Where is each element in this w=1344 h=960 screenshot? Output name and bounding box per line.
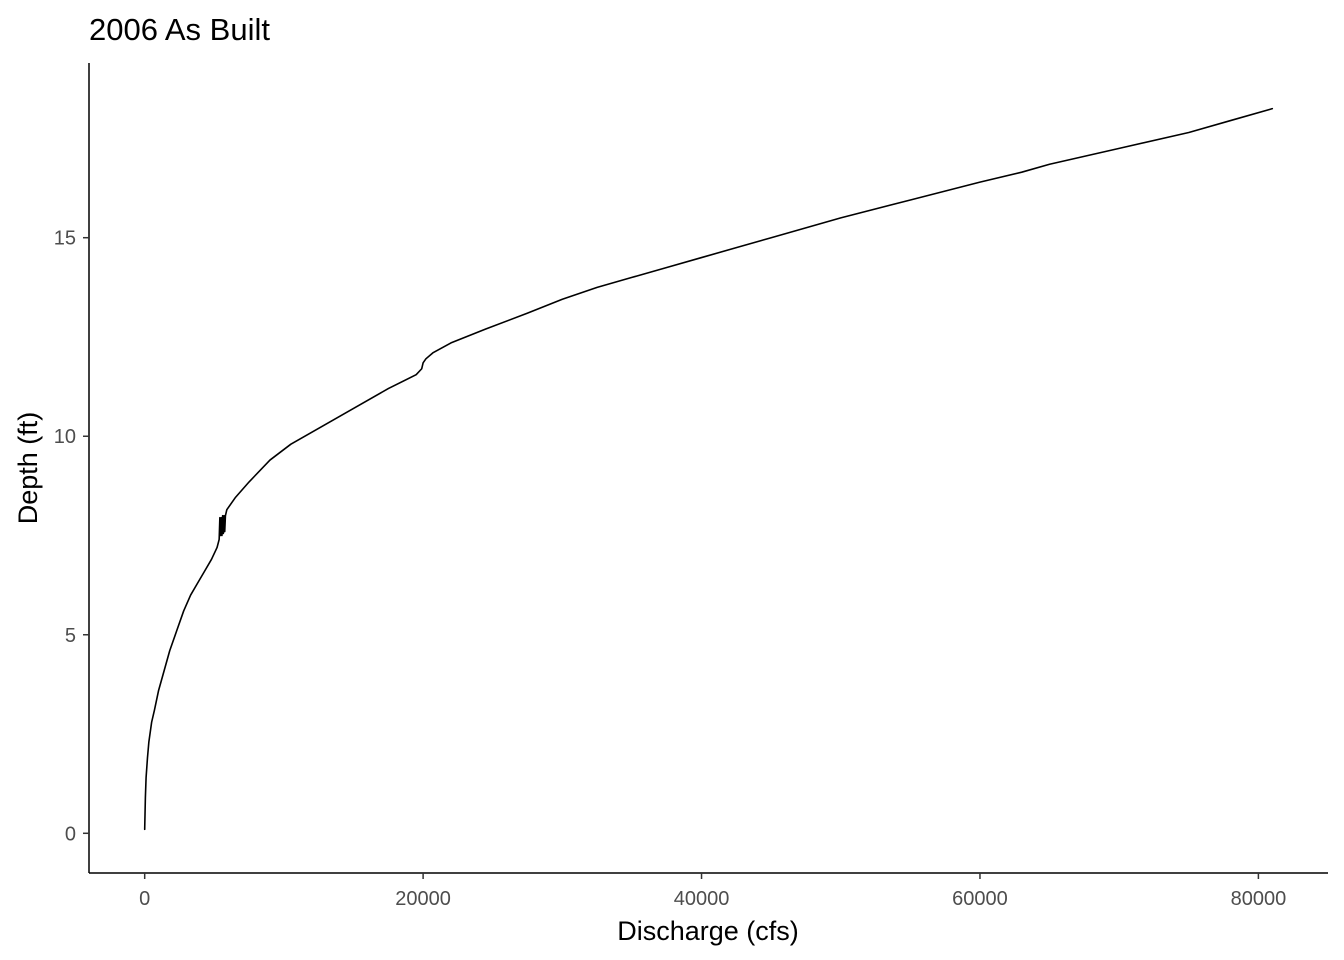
x-ticks: 0 20000 40000 60000 80000 — [139, 873, 1286, 910]
x-tick-label: 40000 — [674, 888, 730, 910]
chart-title: 2006 As Built — [89, 12, 270, 47]
axes — [88, 63, 1328, 874]
x-tick-label: 60000 — [952, 888, 1008, 910]
series-line — [143, 107, 1274, 831]
y-ticks: 0 5 10 15 — [54, 228, 89, 845]
series-layer — [143, 107, 1274, 831]
x-axis-title: Discharge (cfs) — [617, 916, 799, 946]
y-tick-label: 10 — [54, 426, 76, 448]
x-tick-label: 0 — [139, 888, 150, 910]
y-tick-label: 5 — [65, 625, 76, 647]
y-axis-title: Depth (ft) — [13, 412, 43, 525]
x-tick-label: 80000 — [1231, 888, 1287, 910]
y-tick-label: 15 — [54, 228, 76, 250]
x-tick-label: 20000 — [395, 888, 451, 910]
y-tick-label: 0 — [65, 823, 76, 845]
